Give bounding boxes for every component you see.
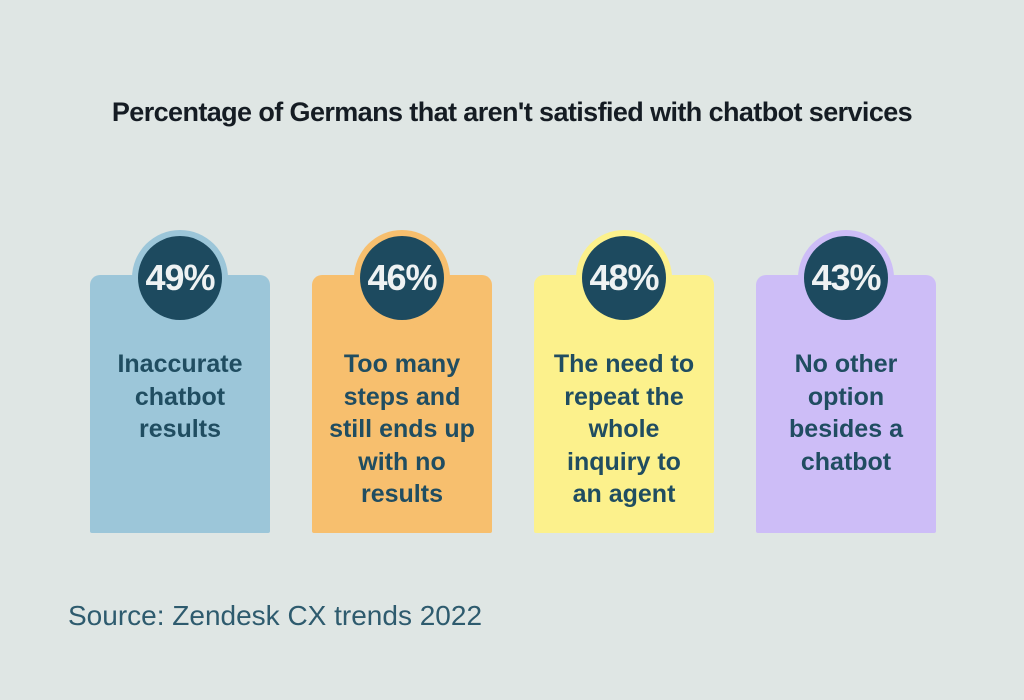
stat-card-repeat-inquiry: 48% The need to repeat the whole inquiry… bbox=[534, 230, 714, 533]
card-label: No other option besides a chatbot bbox=[789, 350, 903, 476]
source-note: Source: Zendesk CX trends 2022 bbox=[68, 600, 483, 631]
percent-value: 49% bbox=[145, 257, 215, 298]
percent-value: 43% bbox=[811, 257, 881, 298]
card-label: Too many steps and still ends up with no… bbox=[329, 350, 475, 508]
percent-badge: 43% bbox=[804, 236, 888, 320]
percent-value: 46% bbox=[367, 257, 437, 298]
stat-card-inaccurate-results: 49% Inaccurate chatbot results bbox=[90, 230, 270, 533]
chart-title: Percentage of Germans that aren't satisf… bbox=[111, 97, 913, 127]
percent-badge: 48% bbox=[582, 236, 666, 320]
percent-badge: 46% bbox=[360, 236, 444, 320]
card-label: The need to repeat the whole inquiry to … bbox=[553, 350, 695, 508]
stat-card-too-many-steps: 46% Too many steps and still ends up wit… bbox=[312, 230, 492, 533]
percent-badge: 49% bbox=[138, 236, 222, 320]
card-label: Inaccurate chatbot results bbox=[117, 350, 243, 443]
stat-card-no-other-option: 43% No other option besides a chatbot bbox=[756, 230, 936, 533]
percent-value: 48% bbox=[589, 257, 659, 298]
